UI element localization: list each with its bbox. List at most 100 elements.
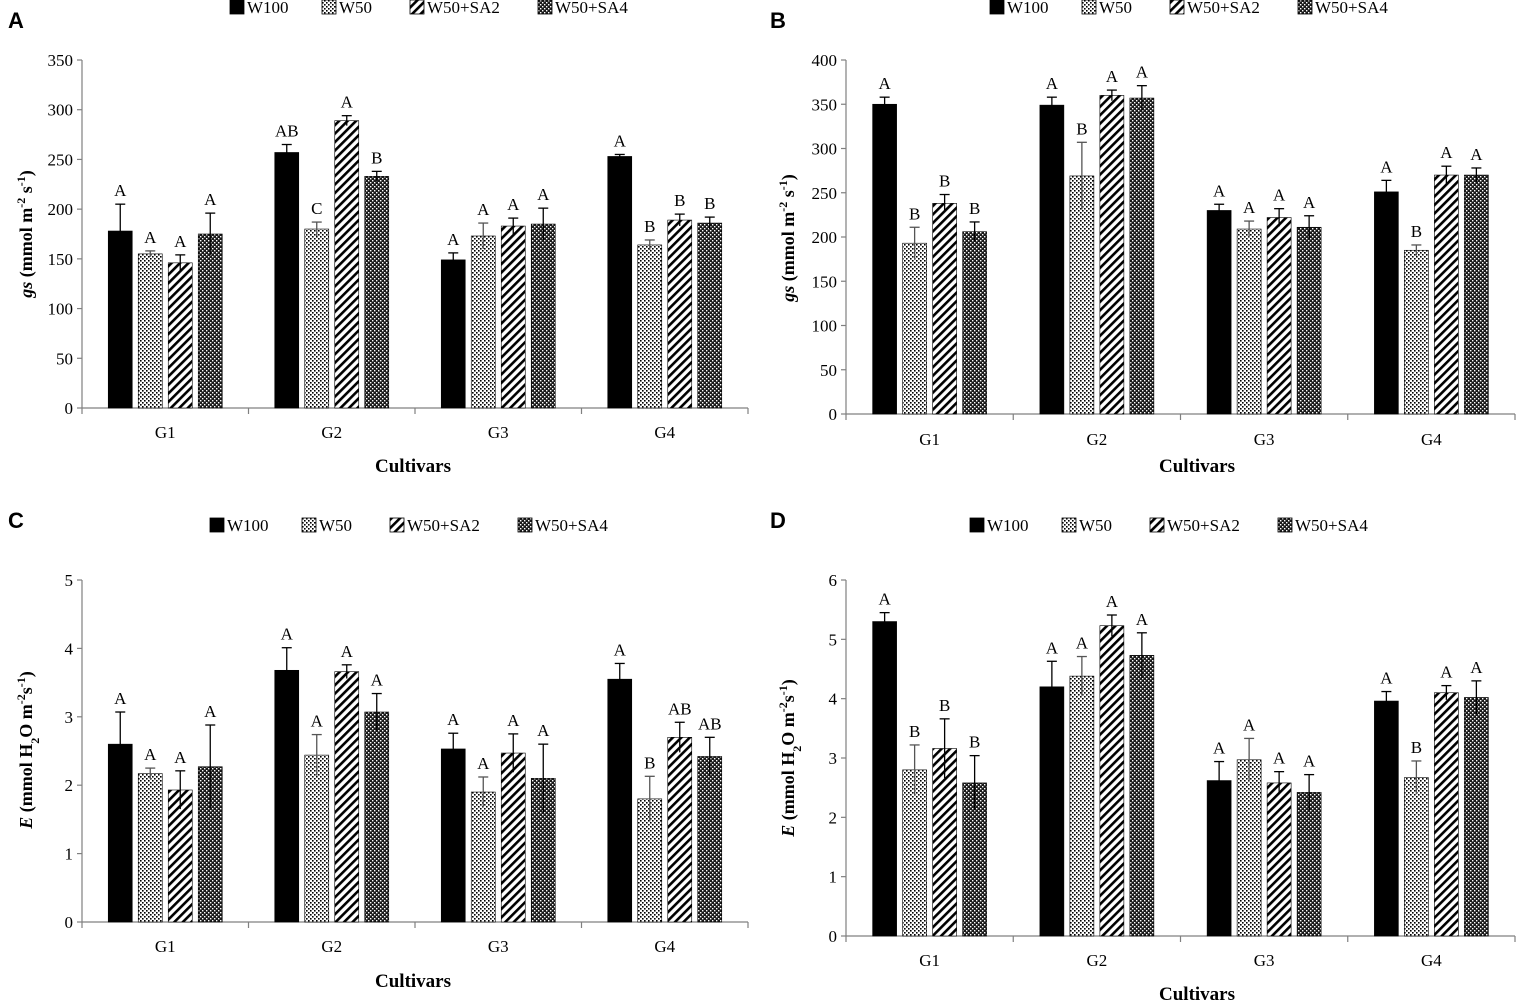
legend-swatch-0 <box>989 0 1005 15</box>
bar <box>697 756 723 923</box>
significance-label: A <box>878 590 891 609</box>
legend-label: W50+SA4 <box>1295 516 1368 535</box>
significance-label: A <box>1303 752 1316 771</box>
significance-label: A <box>507 195 520 214</box>
bar <box>364 176 390 409</box>
bar <box>304 228 330 409</box>
bar <box>607 678 633 923</box>
y-label-mid2: s <box>16 687 36 694</box>
bar <box>1374 700 1399 937</box>
significance-label: A <box>1213 739 1226 758</box>
x-tick-label: G4 <box>1421 951 1442 970</box>
bar <box>440 259 466 409</box>
x-axis-label: Cultivars <box>1159 456 1235 477</box>
y-label-unit: (mmol m <box>16 208 37 282</box>
panel-letter: A <box>8 8 24 33</box>
y-label-mid: s <box>778 190 798 202</box>
significance-label: A <box>1440 663 1453 682</box>
bar <box>1404 249 1429 415</box>
y-tick-label: 150 <box>812 272 838 291</box>
significance-label: A <box>447 710 460 729</box>
significance-label: B <box>909 722 920 741</box>
legend-swatch-2 <box>1169 0 1185 15</box>
significance-label: A <box>1470 145 1483 164</box>
y-tick-label: 350 <box>48 51 74 70</box>
y-label-mid: O m <box>778 712 798 746</box>
bar <box>530 223 556 409</box>
bar <box>1039 686 1065 937</box>
significance-label: A <box>144 228 157 247</box>
significance-label: A <box>144 745 157 764</box>
panel-A: A W100 W50 W50+SA2 W50+SA4 0 50 100 150 200 250 300… <box>8 0 749 477</box>
bar <box>1374 191 1399 415</box>
legend-swatch-1 <box>321 0 337 15</box>
bar <box>932 748 957 937</box>
y-tick-label: 150 <box>48 250 74 269</box>
y-label-variable: gs <box>778 286 798 303</box>
significance-label: AB <box>275 122 299 141</box>
significance-label: B <box>969 199 980 218</box>
y-tick-label: 200 <box>48 200 74 219</box>
significance-label: B <box>674 191 685 210</box>
significance-label: A <box>447 230 460 249</box>
significance-label: A <box>311 712 324 731</box>
y-label-end: ) <box>778 679 799 685</box>
y-label-variable: gs <box>16 282 36 299</box>
bar <box>902 769 927 937</box>
legend-label: W50+SA2 <box>1167 516 1240 535</box>
significance-label: A <box>1243 198 1256 217</box>
bar <box>364 711 390 923</box>
significance-label: A <box>1380 669 1393 688</box>
y-axis-label: gs (mmol m-2 s-1) <box>776 174 799 303</box>
significance-label: B <box>1411 738 1422 757</box>
legend-label: W50 <box>1079 516 1112 535</box>
legend-label: W50 <box>1099 0 1132 17</box>
y-tick-label: 0 <box>829 927 838 946</box>
significance-label: B <box>704 194 715 213</box>
y-label-sup2: -1 <box>776 180 790 190</box>
legend: W100 W50 W50+SA2 W50+SA4 <box>989 0 1388 17</box>
y-axis-label: gs (mmol m-2 s-1) <box>14 170 37 299</box>
x-tick-label: G1 <box>919 430 940 449</box>
significance-label: C <box>311 199 322 218</box>
x-tick-label: G1 <box>155 423 176 442</box>
significance-label: A <box>204 702 217 721</box>
significance-label: A <box>204 190 217 209</box>
significance-label: A <box>507 711 520 730</box>
x-axis-label: Cultivars <box>375 456 451 477</box>
significance-label: A <box>1213 181 1226 200</box>
x-tick-label: G2 <box>321 423 342 442</box>
significance-label: A <box>1046 638 1059 657</box>
bar <box>1296 792 1322 937</box>
legend-label: W50 <box>319 516 352 535</box>
legend-label: W50 <box>339 0 372 17</box>
y-label-unit: (mmol m <box>778 212 799 286</box>
bar <box>1464 697 1489 937</box>
legend-label: W50+SA2 <box>407 516 480 535</box>
significance-label: A <box>878 74 891 93</box>
legend-label: W100 <box>987 516 1029 535</box>
bar <box>197 233 223 409</box>
significance-label: A <box>1136 610 1149 629</box>
panel-B: B W100 W50 W50+SA2 W50+SA4 0 50 100 150 200 250 300… <box>770 0 1516 477</box>
y-label-mid2: s <box>778 695 798 702</box>
y-axis-label: E (mmol H2O m-2s-1) <box>14 671 42 830</box>
legend: W100 W50 W50+SA2 W50+SA4 <box>229 0 628 17</box>
bar <box>500 752 526 923</box>
y-tick-label: 6 <box>829 571 838 590</box>
bar <box>1099 625 1125 937</box>
bar <box>470 235 496 409</box>
significance-label: A <box>477 200 490 219</box>
significance-label: A <box>114 181 127 200</box>
y-tick-label: 2 <box>65 776 74 795</box>
legend-label: W50+SA2 <box>427 0 500 17</box>
y-tick-label: 0 <box>829 405 838 424</box>
bar <box>1296 226 1322 415</box>
legend-label: W50+SA2 <box>1187 0 1260 17</box>
y-label-end: ) <box>16 671 37 677</box>
bar <box>1266 782 1292 937</box>
y-tick-label: 200 <box>812 228 838 247</box>
y-tick-label: 3 <box>65 708 74 727</box>
